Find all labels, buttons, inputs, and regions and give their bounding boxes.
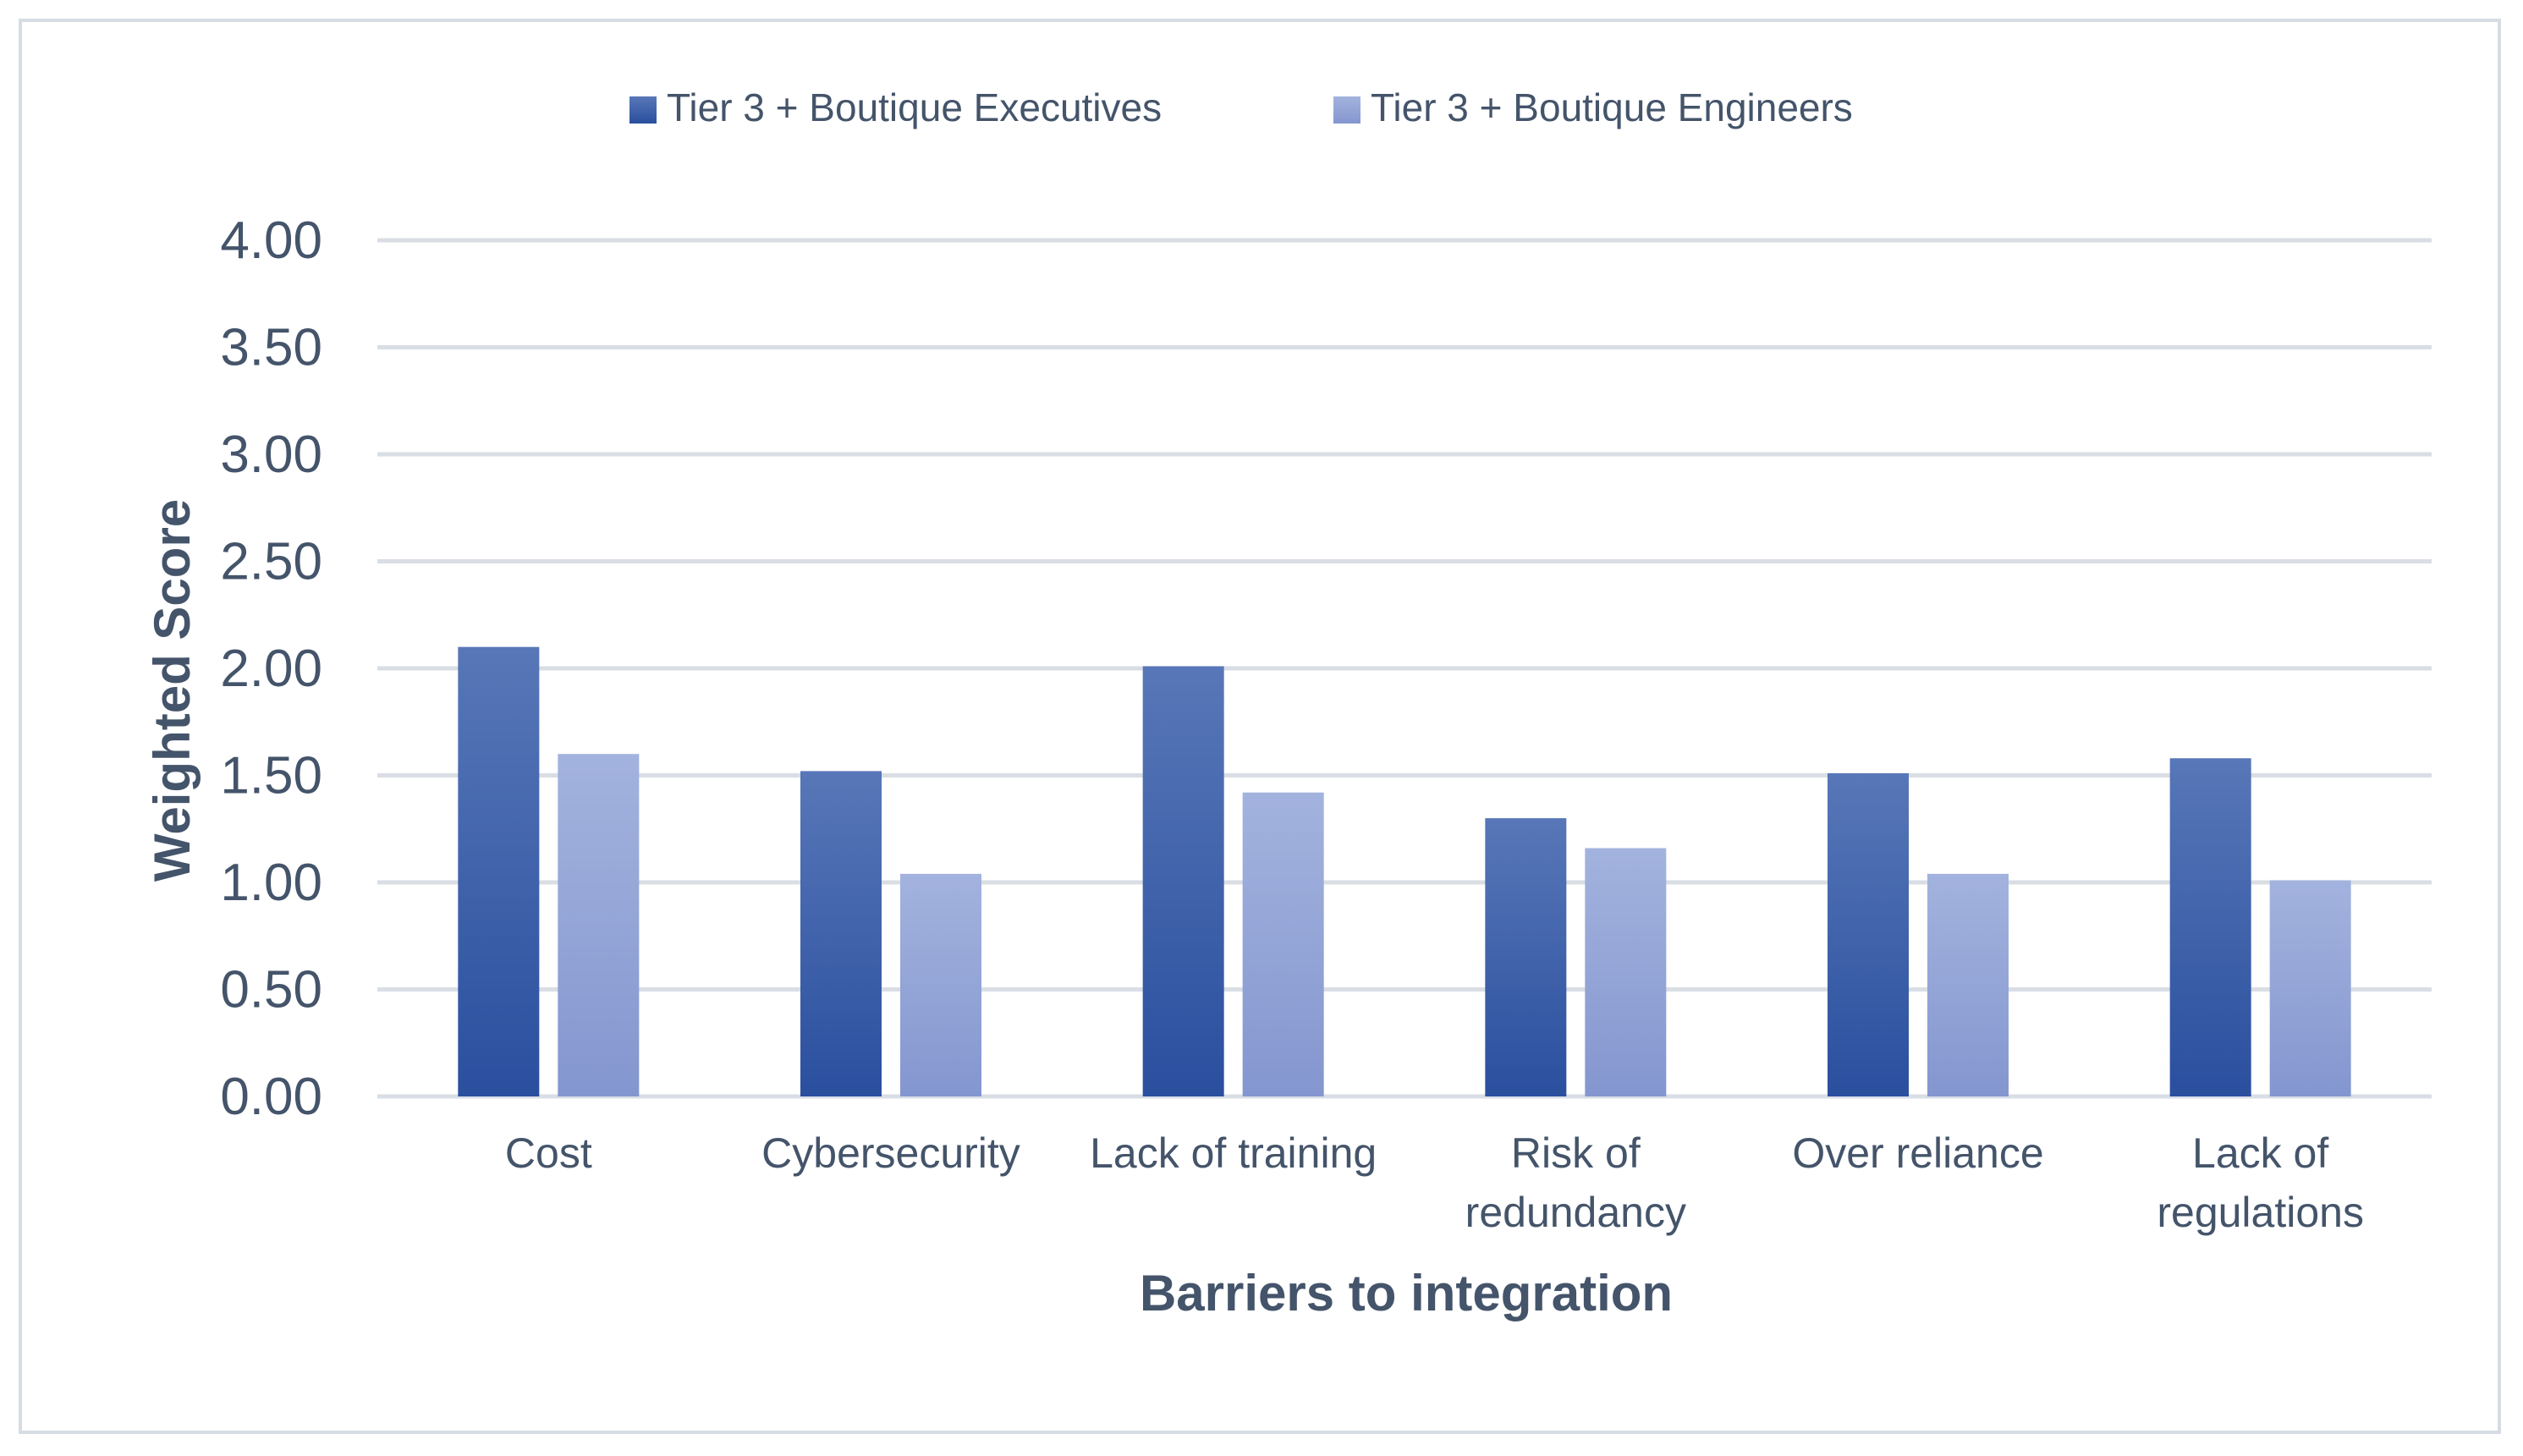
gridlines [377, 238, 2432, 1099]
y-tick-label: 2.00 [220, 640, 322, 698]
bar-chart: Tier 3 + Boutique Executives Tier 3 + Bo… [144, 85, 2432, 1321]
y-tick-label: 2.50 [220, 533, 322, 591]
y-tick-label: 1.50 [220, 747, 322, 805]
bar-executives [1828, 772, 1909, 1096]
bar-executives [2169, 758, 2251, 1096]
legend: Tier 3 + Boutique Executives Tier 3 + Bo… [629, 85, 1853, 129]
x-tick-label-line: Cost [505, 1129, 592, 1177]
bar-engineers [1585, 848, 1667, 1096]
x-tick-label-line: Lack of training [1090, 1129, 1377, 1177]
y-axis-ticks: 0.00 0.50 1.00 1.50 2.00 2.50 3.00 3.50 4.00 [220, 212, 322, 1126]
x-tick-label: Lack of training [1090, 1129, 1377, 1177]
x-tick-label: Risk of redundancy [1465, 1129, 1686, 1236]
y-tick-label: 0.50 [220, 961, 322, 1019]
x-tick-label-line: regulations [2157, 1189, 2364, 1236]
bar-engineers [1927, 873, 2009, 1096]
x-tick-label: Cybersecurity [761, 1129, 1020, 1177]
y-tick-label: 1.00 [220, 854, 322, 912]
bar-executives [1485, 818, 1567, 1096]
bar-executives [458, 646, 540, 1096]
bar-engineers [2269, 880, 2351, 1096]
y-tick-label: 0.00 [220, 1068, 322, 1126]
bar-executives [1142, 666, 1224, 1096]
x-tick-label: Cost [505, 1129, 592, 1177]
x-tick-label-line: redundancy [1465, 1189, 1686, 1236]
x-tick-label-line: Risk of [1511, 1129, 1641, 1177]
x-tick-label: Lack of regulations [2157, 1129, 2364, 1236]
bar-executives [800, 771, 882, 1096]
bar-engineers [558, 754, 640, 1096]
bars [458, 646, 2351, 1096]
x-axis-title: Barriers to integration [1140, 1265, 1673, 1321]
chart-frame: Tier 3 + Boutique Executives Tier 3 + Bo… [19, 19, 2501, 1434]
y-axis-title: Weighted Score [144, 499, 201, 882]
x-tick-label: Over reliance [1792, 1129, 2043, 1177]
x-tick-label-line: Lack of [2192, 1129, 2328, 1177]
bar-engineers [1242, 792, 1324, 1096]
bar-engineers [900, 873, 981, 1096]
legend-swatch-executives [629, 96, 657, 124]
y-tick-label: 4.00 [220, 212, 322, 270]
x-axis-ticks: Cost Cybersecurity Lack of training Risk of… [505, 1129, 2364, 1236]
legend-label-engineers: Tier 3 + Boutique Engineers [1371, 85, 1853, 129]
legend-label-executives: Tier 3 + Boutique Executives [667, 85, 1162, 129]
x-tick-label-line: Over reliance [1792, 1129, 2043, 1177]
y-tick-label: 3.50 [220, 319, 322, 377]
y-tick-label: 3.00 [220, 426, 322, 484]
x-tick-label-line: Cybersecurity [761, 1129, 1020, 1177]
legend-swatch-engineers [1333, 96, 1360, 124]
